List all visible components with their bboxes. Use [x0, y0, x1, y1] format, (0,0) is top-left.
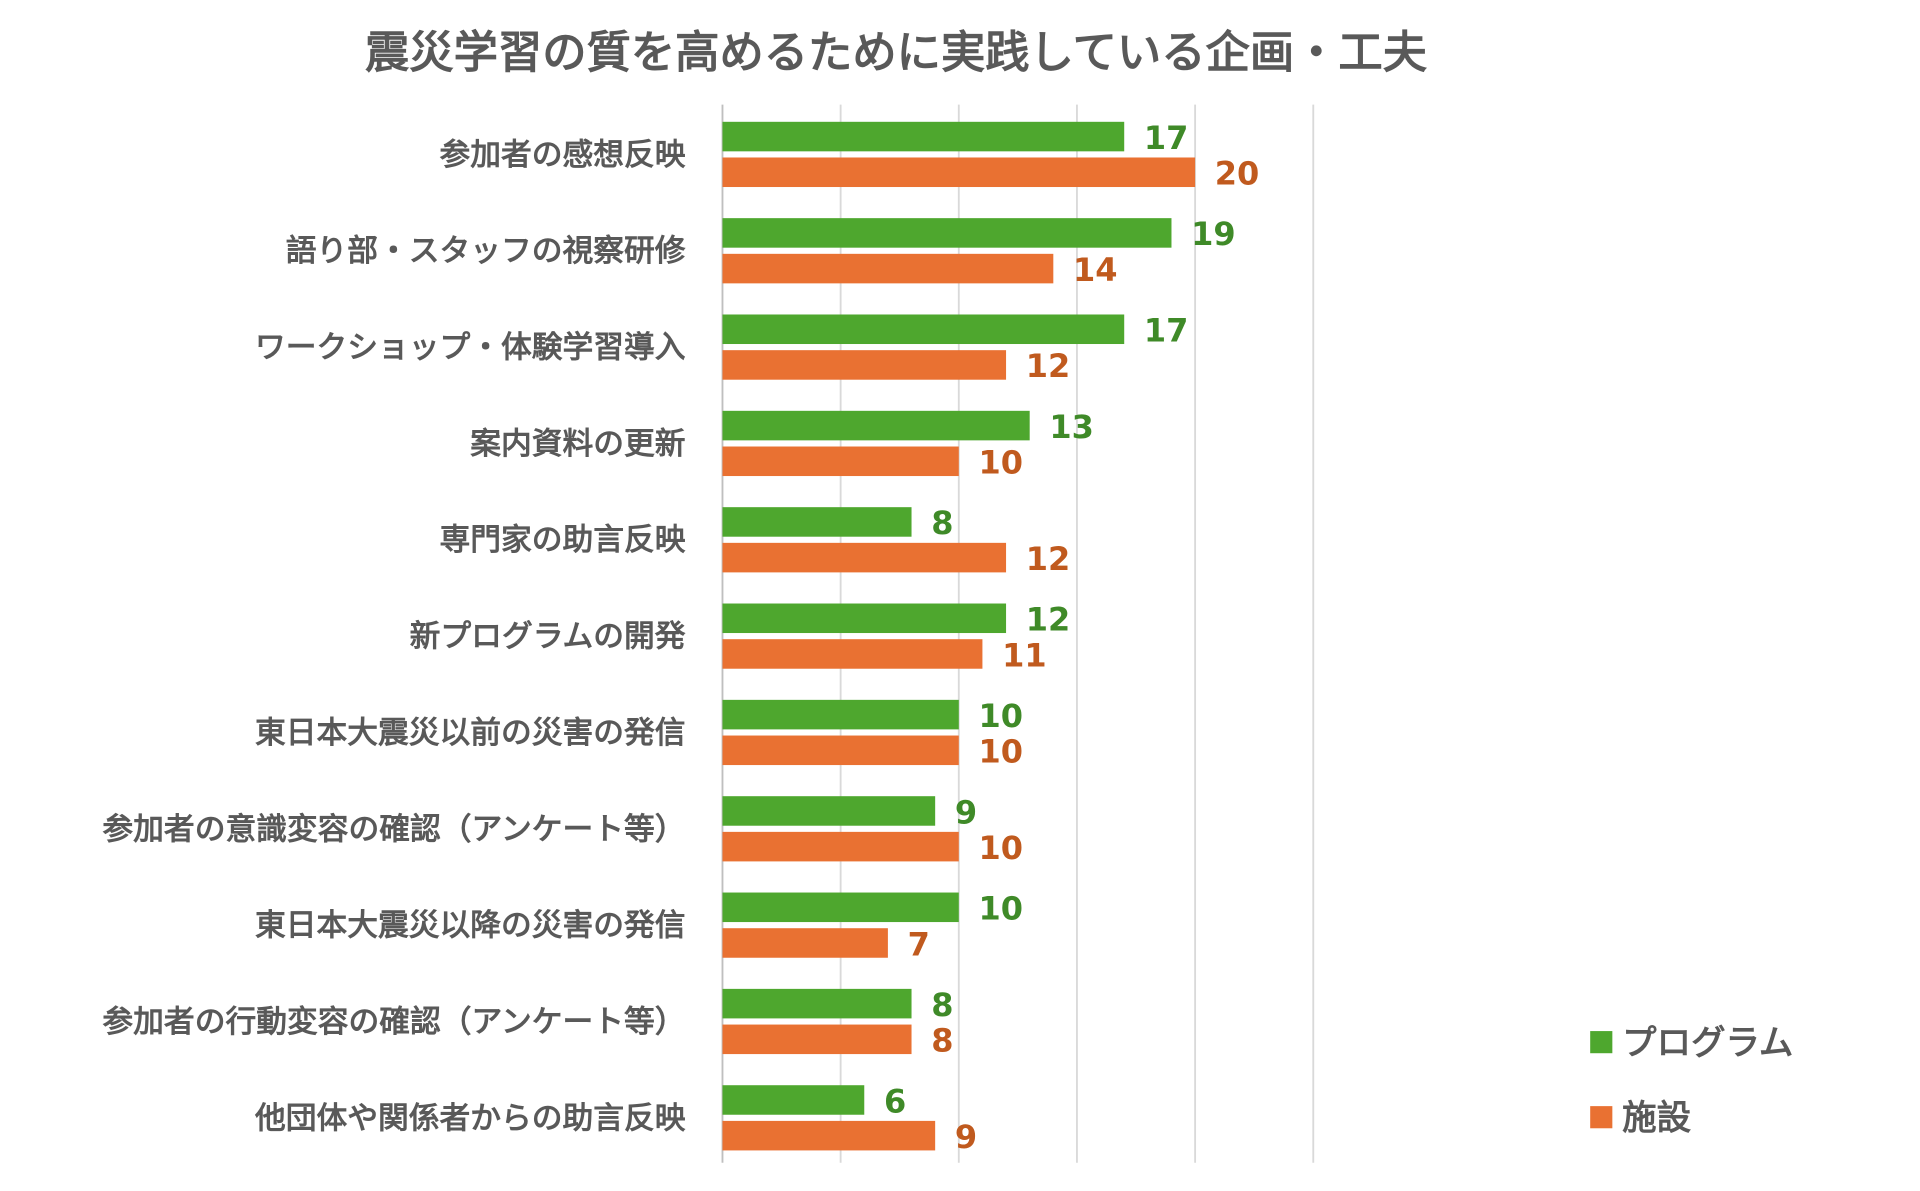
category-label: 専門家の助言反映 — [440, 522, 686, 558]
category-label: 参加者の感想反映 — [440, 137, 686, 173]
data-label: 13 — [1049, 408, 1094, 446]
data-label: 8 — [931, 504, 953, 542]
category-label: 参加者の意識変容の確認（アンケート等） — [102, 811, 685, 847]
category-label: 案内資料の更新 — [470, 426, 685, 462]
data-label: 20 — [1215, 155, 1260, 193]
bar-facility — [722, 542, 1007, 573]
data-label: 12 — [1026, 540, 1071, 578]
bar-facility — [722, 639, 983, 669]
data-label: 8 — [931, 986, 953, 1024]
data-label: 10 — [978, 733, 1023, 771]
data-label: 7 — [908, 925, 930, 963]
data-label: 10 — [978, 697, 1023, 735]
bar-program — [722, 988, 912, 1019]
data-label: 8 — [931, 1022, 953, 1060]
category-label: ワークショップ・体験学習導入 — [255, 330, 686, 366]
bar-facility — [722, 253, 1054, 284]
data-label: 10 — [978, 829, 1023, 867]
legend-label: プログラム — [1622, 1023, 1793, 1063]
category-label: 語り部・スタッフの視察研修 — [286, 233, 686, 269]
bar-facility — [722, 831, 959, 862]
bar-facility — [722, 157, 1196, 188]
chart-title: 震災学習の質を高めるために実践している企画・工夫 — [364, 28, 1428, 79]
bar-facility — [722, 1024, 912, 1055]
data-label: 10 — [978, 444, 1023, 482]
bar-facility — [722, 446, 959, 477]
bar-program — [722, 699, 959, 730]
bar-facility — [722, 928, 888, 958]
category-label: 東日本大震災以前の災害の発信 — [255, 715, 686, 751]
data-label: 19 — [1191, 215, 1236, 253]
legend-swatch — [1590, 1031, 1613, 1054]
legend-label: 施設 — [1622, 1099, 1691, 1139]
bar-program — [722, 603, 1007, 634]
bar-facility — [722, 350, 1007, 380]
category-label: 他団体や関係者からの助言反映 — [254, 1100, 686, 1136]
bar-program — [722, 1085, 865, 1115]
bar-program — [722, 218, 1172, 248]
bar-program — [722, 410, 1030, 441]
bar-facility — [722, 1120, 936, 1151]
bar-program — [722, 121, 1125, 152]
data-label: 9 — [955, 1118, 977, 1156]
bar-facility — [722, 735, 959, 766]
category-label: 参加者の行動変容の確認（アンケート等） — [102, 1004, 685, 1040]
category-label: 新プログラムの開発 — [410, 619, 686, 655]
bar-program — [722, 507, 912, 537]
data-label: 12 — [1026, 601, 1071, 639]
data-label: 17 — [1144, 312, 1189, 350]
data-label: 10 — [978, 890, 1023, 928]
bar-program — [722, 314, 1125, 345]
data-label: 17 — [1144, 119, 1189, 157]
data-label: 14 — [1073, 251, 1118, 289]
data-label: 6 — [884, 1082, 906, 1120]
legend-swatch — [1590, 1106, 1613, 1129]
data-label: 9 — [955, 793, 977, 831]
category-label: 東日本大震災以降の災害の発信 — [255, 908, 686, 944]
data-label: 12 — [1026, 347, 1071, 385]
data-label: 11 — [1002, 636, 1047, 674]
bar-program — [722, 892, 959, 923]
bar-program — [722, 796, 936, 826]
